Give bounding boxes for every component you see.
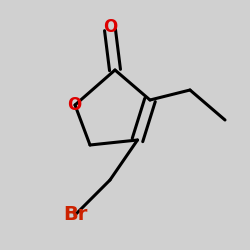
Text: Br: Br (63, 206, 87, 225)
Text: O: O (103, 18, 117, 36)
Text: O: O (66, 96, 81, 114)
